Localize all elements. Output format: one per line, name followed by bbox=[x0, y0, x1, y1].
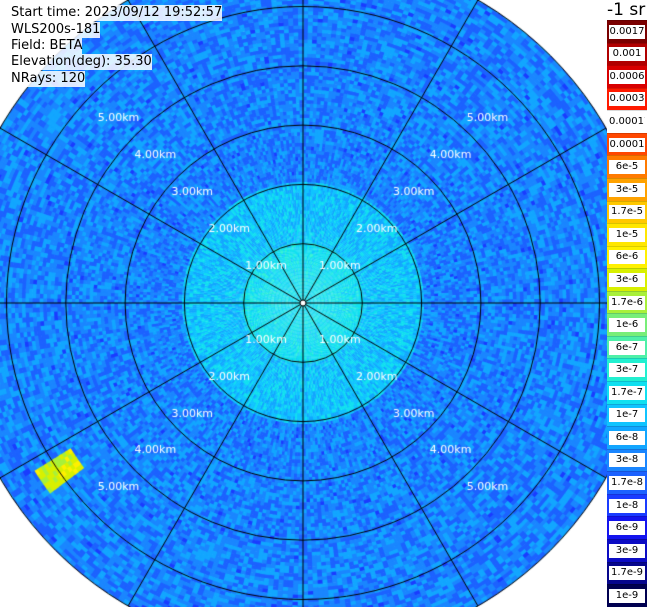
colorbar-tick-label: 1e-6 bbox=[609, 318, 645, 333]
colorbar-tick-label: 6e-7 bbox=[609, 340, 645, 355]
colorbar-tick-label: 0.001 bbox=[609, 47, 645, 62]
colorbar-cell: 1e-7 bbox=[607, 403, 647, 427]
colorbar-cell: 3e-5 bbox=[607, 177, 647, 201]
colorbar-tick-label: 1e-7 bbox=[609, 408, 645, 423]
colorbar-cell: 6e-6 bbox=[607, 245, 647, 269]
field-text: Field: BETA bbox=[11, 38, 83, 54]
colorbar-tick-label: 3e-9 bbox=[609, 543, 645, 558]
colorbar-tick-label: 1e-5 bbox=[609, 227, 645, 242]
colorbar-cell: 1.7e-5 bbox=[607, 200, 647, 224]
colorbar-tick-label: 3e-6 bbox=[609, 272, 645, 287]
colorbar-tick-label: 1e-8 bbox=[609, 498, 645, 513]
colorbar-unit-label: -1 sr bbox=[607, 0, 646, 20]
colorbar-tick-label: 1.7e-5 bbox=[609, 205, 645, 220]
colorbar-cell: 3e-6 bbox=[607, 268, 647, 291]
colorbar-tick-label: 6e-8 bbox=[609, 430, 645, 445]
colorbar-tick-label: 1e-9 bbox=[609, 588, 645, 603]
colorbar-cell: 1e-6 bbox=[607, 313, 647, 336]
colorbar-cell: 6e-9 bbox=[607, 516, 647, 539]
colorbar-tick-label: 0.0001 bbox=[609, 137, 645, 152]
colorbar-tick-label: 1.7e-6 bbox=[609, 295, 645, 310]
colorbar-tick-label: 1.7e-9 bbox=[609, 566, 645, 581]
colorbar-tick-label: 3e-5 bbox=[609, 182, 645, 197]
colorbar-cell: 1.7e-7 bbox=[607, 381, 647, 404]
colorbar-cell: 1e-5 bbox=[607, 223, 647, 246]
nrays-text: NRays: 120 bbox=[11, 71, 86, 87]
colorbar-cell: 0.00017 bbox=[607, 110, 647, 133]
colorbar-cell: 3e-9 bbox=[607, 538, 647, 562]
colorbar-cell: 6e-7 bbox=[607, 335, 647, 359]
instrument-text: WLS200s-181 bbox=[11, 22, 101, 38]
colorbar-cell: 0.0003 bbox=[607, 87, 647, 111]
colorbar-tick-label: 0.0003 bbox=[609, 92, 645, 107]
colorbar-tick-label: 1.7e-7 bbox=[609, 385, 645, 400]
colorbar-cell: 0.0001 bbox=[607, 132, 647, 156]
colorbar-tick-label: 3e-8 bbox=[609, 453, 645, 468]
colorbar-cell: 3e-8 bbox=[607, 448, 647, 472]
colorbar-cell: 3e-7 bbox=[607, 358, 647, 381]
colorbar-tick-label: 0.0006 bbox=[609, 69, 645, 84]
colorbar-tick-label: 3e-7 bbox=[609, 363, 645, 378]
colorbar-cell: 0.001 bbox=[607, 42, 647, 66]
colorbar-cell: 1e-9 bbox=[607, 584, 647, 607]
colorbar-tick-label: 6e-6 bbox=[609, 250, 645, 265]
colorbar-cell: 1e-8 bbox=[607, 493, 647, 517]
elevation-text: Elevation(deg): 35.30 bbox=[11, 54, 152, 70]
colorbar-tick-label: 1.7e-8 bbox=[609, 476, 645, 491]
colorbar: 0.0017 0.001 0.0006 0.0003 0.00017 0.0001 6e-5… bbox=[607, 20, 647, 607]
colorbar-tick-label: 6e-5 bbox=[609, 160, 645, 175]
colorbar-cell: 0.0017 bbox=[607, 20, 647, 43]
colorbar-cell: 1.7e-8 bbox=[607, 471, 647, 494]
colorbar-cell: 6e-8 bbox=[607, 426, 647, 449]
start-time-text: Start time: 2023/09/12 19:52:57 bbox=[11, 5, 223, 21]
colorbar-cell: 0.0006 bbox=[607, 65, 647, 88]
colorbar-tick-label: 6e-9 bbox=[609, 521, 645, 536]
colorbar-cell: 6e-5 bbox=[607, 155, 647, 178]
colorbar-cell: 1.7e-9 bbox=[607, 561, 647, 585]
colorbar-tick-label: 0.00017 bbox=[609, 115, 645, 130]
colorbar-tick-label: 0.0017 bbox=[609, 24, 645, 39]
colorbar-cell: 1.7e-6 bbox=[607, 290, 647, 314]
